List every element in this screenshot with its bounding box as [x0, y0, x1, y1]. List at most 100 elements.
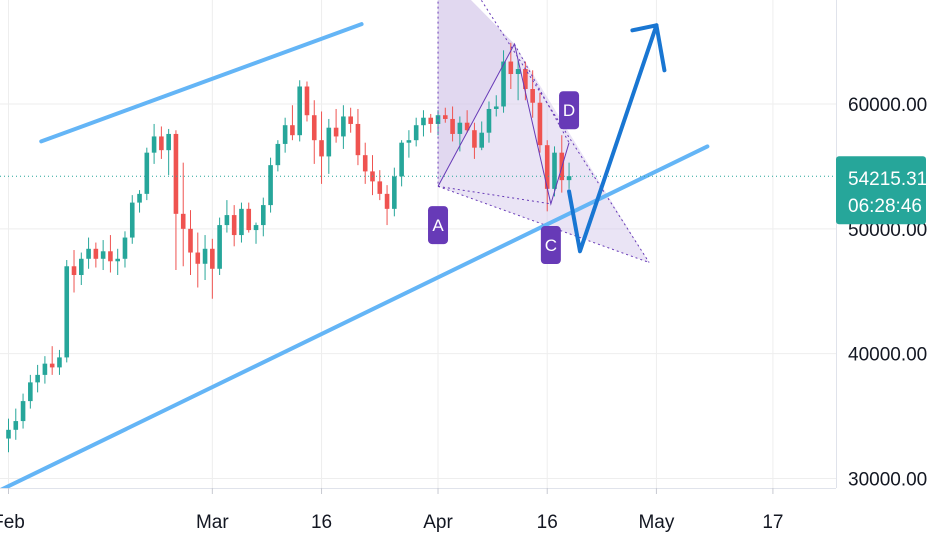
candle-body: [384, 193, 390, 209]
candle-body: [319, 140, 324, 157]
candle-body: [486, 108, 492, 133]
candle-body: [377, 181, 383, 194]
pattern-label-d-box: [559, 91, 580, 130]
pattern-label-c: C: [545, 236, 557, 255]
candle-body: [333, 127, 339, 137]
candle-body: [501, 61, 506, 107]
candle-body: [122, 237, 128, 259]
projection-arrow-line: [567, 23, 659, 254]
candle-body: [304, 86, 310, 116]
candle-body: [552, 152, 557, 189]
candle-body: [457, 122, 463, 134]
candle-body: [93, 248, 99, 259]
candle-body: [515, 69, 521, 75]
y-tick-label: 40000.00: [848, 345, 927, 366]
candle-body: [355, 123, 361, 156]
candle-body: [86, 248, 91, 259]
candle-body: [28, 382, 33, 402]
candle-body: [544, 145, 550, 189]
candle-body: [275, 143, 281, 166]
candle-body: [530, 88, 535, 103]
candle-body: [180, 213, 186, 229]
candle-body: [268, 165, 273, 206]
pattern-label-d: D: [563, 101, 575, 120]
channel-lower-line: [0, 144, 710, 492]
candle-body: [450, 118, 455, 134]
x-tick-label: Apr: [423, 512, 453, 533]
y-tick-label: 50000.00: [848, 220, 927, 241]
candle-body: [261, 205, 266, 226]
candle-body: [348, 116, 353, 124]
channel-upper-line: [39, 22, 364, 144]
y-tick-label: 30000.00: [848, 470, 927, 491]
pattern-fill-ab: [438, 0, 515, 187]
candle-body: [290, 125, 295, 136]
x-tick-label: 16: [311, 512, 332, 533]
candle-body: [6, 429, 11, 439]
pattern-ac-dotted: [437, 185, 551, 205]
x-tick-label: Mar: [196, 512, 229, 533]
candle-body: [523, 69, 528, 89]
candle-body: [166, 133, 171, 151]
candle-body: [282, 125, 288, 144]
candle-body: [297, 86, 302, 136]
pattern-upper-edge: [480, 0, 650, 263]
candle-body: [428, 117, 434, 124]
candle-body: [479, 132, 484, 148]
candle-body: [341, 116, 346, 137]
candle-body: [100, 251, 106, 259]
candle-body: [57, 357, 62, 368]
last-price-tag: [836, 156, 926, 225]
pattern-label-a: A: [432, 216, 444, 235]
last-price-value: 54215.31: [848, 169, 927, 190]
candle-body: [413, 125, 419, 141]
candle-body: [115, 258, 120, 262]
candle-body: [64, 266, 70, 358]
candle-body: [42, 363, 48, 375]
candle-body: [326, 127, 332, 157]
projection-arrow-head: [630, 23, 667, 73]
candle-body: [137, 193, 142, 203]
candle-body: [188, 228, 193, 253]
candle-body: [13, 421, 19, 430]
candle-body: [311, 115, 317, 141]
candle-body: [210, 248, 215, 269]
candle-body: [566, 176, 572, 181]
candle-body: [435, 115, 441, 124]
candle-body: [202, 248, 208, 264]
candle-body: [472, 130, 477, 148]
candle-body: [108, 251, 113, 262]
candle-body: [151, 136, 157, 153]
candle-body: [253, 225, 259, 231]
candle-body: [20, 401, 26, 422]
candle-body: [493, 106, 499, 109]
x-tick-label: 17: [762, 512, 783, 533]
candle-body: [464, 122, 470, 131]
candle-body: [144, 152, 150, 194]
candle-body: [362, 155, 368, 172]
candle-body: [71, 266, 77, 276]
candle-body: [399, 142, 404, 177]
candle-body: [195, 252, 201, 264]
pattern-leg-line: [437, 42, 570, 206]
bar-countdown: 06:28:46: [848, 196, 922, 217]
candle-body: [159, 136, 164, 151]
candle-body: [537, 102, 543, 146]
candle-body: [129, 202, 135, 238]
candle-body: [79, 258, 84, 276]
x-tick-label: 16: [537, 512, 558, 533]
candle-body: [239, 208, 244, 236]
y-axis-background: [836, 0, 932, 488]
candle-body: [173, 133, 179, 214]
pattern-label-c-box: [540, 226, 561, 265]
candle-body: [508, 61, 514, 75]
candle-body: [406, 140, 412, 143]
candle-body: [49, 363, 55, 368]
x-axis-background: [0, 488, 932, 550]
candle-body: [35, 374, 40, 383]
x-tick-label: May: [638, 512, 674, 533]
x-tick-label: Feb: [0, 512, 25, 533]
candle-body: [217, 225, 222, 269]
